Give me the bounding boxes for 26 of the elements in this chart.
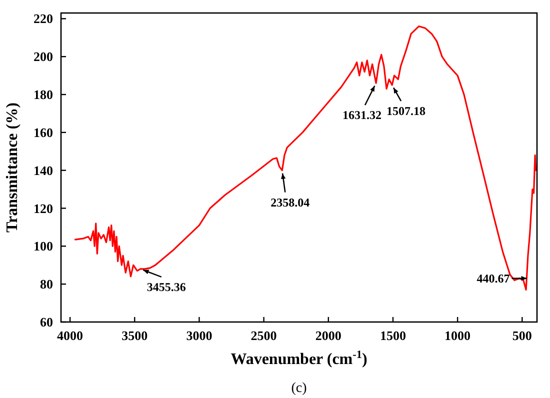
x-axis-title: Wavenumber (cm$^{-1}$)	[230, 349, 368, 368]
line-series	[74, 25, 537, 291]
y-axis-title: Transmittance (%)	[4, 102, 21, 232]
y-tick-label: 80	[40, 276, 53, 292]
y-tick-label: 180	[34, 87, 53, 102]
y-tick-label: 220	[34, 11, 53, 26]
y-tick-label: 200	[34, 49, 53, 64]
x-tick-label: 3500	[122, 328, 148, 343]
annotation: 2358.04	[270, 195, 310, 210]
x-tick-label: 4000	[57, 328, 84, 343]
x-tick-label: 1500	[380, 328, 406, 343]
x-tick-label: 1000	[444, 328, 471, 343]
y-tick-label: 140	[34, 162, 53, 178]
annotation: 3455.36	[146, 280, 186, 294]
y-tick-label: 100	[34, 238, 53, 254]
annotation: 1631.32	[342, 108, 382, 122]
annotation: 440.67	[476, 271, 510, 286]
x-tick-label: 500	[512, 328, 532, 343]
annotation: 1507.18	[386, 104, 426, 118]
x-tick-label: 3000	[186, 328, 212, 343]
y-tick-label: 120	[34, 200, 53, 216]
x-tick-label: 2000	[315, 328, 342, 343]
y-tick-label: 60	[40, 314, 53, 330]
text: (c)	[291, 381, 308, 396]
x-tick-label: 2500	[250, 328, 277, 343]
y-tick-label: 160	[34, 124, 53, 140]
